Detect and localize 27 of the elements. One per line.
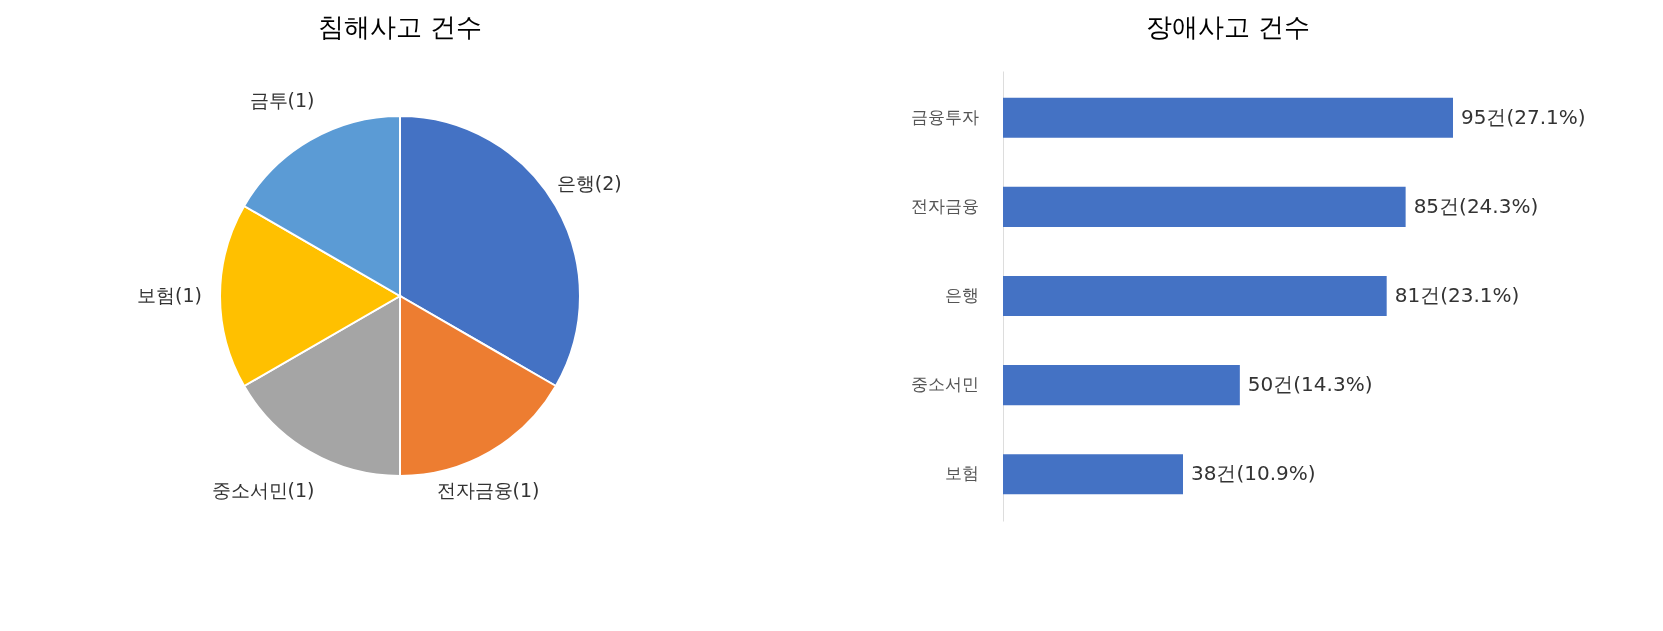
y-tick-label: 금융투자 bbox=[910, 106, 979, 127]
y-tick-label: 중소서민 bbox=[910, 374, 979, 395]
bar bbox=[1003, 186, 1406, 227]
data-label: 38건(10.9%) bbox=[1191, 461, 1316, 486]
chart-title: 장애사고 건수 bbox=[1145, 12, 1311, 42]
y-tick-label: 은행 bbox=[944, 285, 979, 305]
bar bbox=[1003, 97, 1453, 138]
data-label: 50건(14.3%) bbox=[1247, 372, 1373, 397]
data-label: (1) bbox=[287, 478, 315, 501]
chart-title: 침해사고 건수 bbox=[317, 12, 483, 42]
slice-label: 보험 bbox=[137, 284, 175, 306]
bar bbox=[1003, 454, 1183, 495]
data-label: (1) bbox=[175, 284, 202, 306]
slice-label: 은행 bbox=[556, 171, 595, 194]
slice-label: 금투 bbox=[249, 89, 288, 112]
data-label: (1) bbox=[512, 478, 540, 501]
data-label: (1) bbox=[287, 89, 315, 112]
bar bbox=[1003, 275, 1387, 317]
y-tick-label: 보험 bbox=[944, 463, 979, 484]
slice-label: 중소서민 bbox=[211, 478, 288, 501]
data-label: 85건(24.3%) bbox=[1413, 193, 1539, 218]
bar bbox=[1003, 365, 1240, 406]
data-label: 95건(27.1%) bbox=[1461, 104, 1586, 129]
data-label: 81건(23.1%) bbox=[1394, 283, 1520, 307]
data-label: (2) bbox=[594, 171, 622, 194]
slice-label: 전자금융 bbox=[436, 478, 513, 501]
y-tick-label: 전자금융 bbox=[910, 195, 979, 216]
